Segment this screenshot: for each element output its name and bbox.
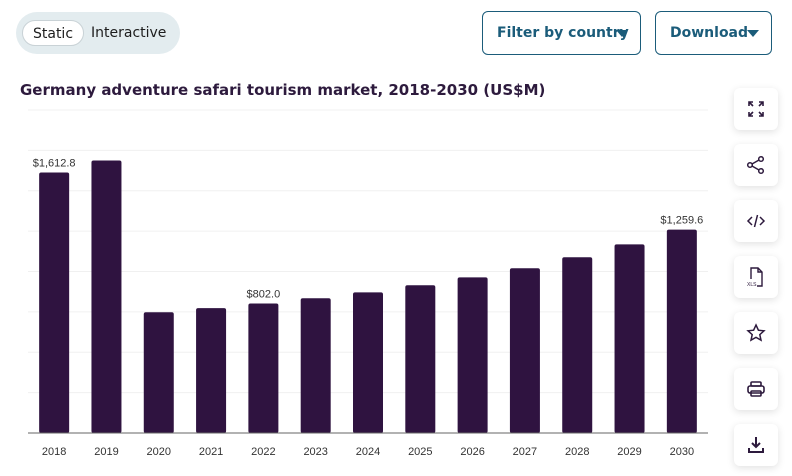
x-tick-label: 2019 (94, 446, 118, 458)
bar-chart: 2018 $1,612.8 2019 2020 2021 2022 $802.0 2023 20… (28, 109, 708, 458)
bar-2022 (248, 303, 279, 433)
download-image-button[interactable] (734, 424, 778, 466)
xls-export-button[interactable]: XLS (734, 256, 778, 298)
share-icon (746, 155, 765, 175)
filter-by-country-button[interactable]: Filter by country (482, 11, 641, 55)
filter-label: Filter by country (497, 25, 629, 41)
data-label: $1,259.6 (660, 215, 703, 227)
caret-down-icon (747, 30, 759, 37)
print-button[interactable] (734, 368, 778, 410)
svg-text:XLS: XLS (747, 282, 757, 288)
expand-icon (748, 101, 764, 117)
x-tick-label: 2023 (303, 446, 327, 458)
bar-2021 (196, 308, 227, 433)
x-tick-label: 2027 (513, 446, 537, 458)
x-tick-label: 2018 (42, 446, 66, 458)
favorite-button[interactable] (734, 312, 778, 354)
embed-button[interactable] (734, 200, 778, 242)
x-tick-label: 2021 (199, 446, 223, 458)
bar-2029 (614, 244, 645, 433)
bar-2024 (353, 292, 383, 433)
chart-title: Germany adventure safari tourism market,… (20, 81, 546, 99)
bar-2028 (562, 257, 593, 433)
star-icon (746, 323, 766, 342)
x-tick-label: 2025 (408, 446, 432, 458)
x-tick-label: 2020 (147, 446, 171, 458)
bar-2020 (143, 312, 174, 433)
x-tick-label: 2030 (670, 446, 694, 458)
share-button[interactable] (734, 144, 778, 186)
x-tick-label: 2022 (251, 446, 275, 458)
xls-file-icon: XLS (747, 267, 763, 288)
interactive-toggle[interactable]: Interactive (91, 25, 167, 41)
bar-2025 (405, 285, 436, 433)
static-toggle[interactable]: Static (22, 20, 84, 46)
bar-2030 (666, 229, 697, 433)
download-label: Download (670, 25, 749, 41)
bar-2023 (300, 298, 331, 433)
embed-code-icon (746, 214, 766, 228)
data-label: $1,612.8 (33, 158, 76, 170)
expand-button[interactable] (734, 88, 778, 130)
view-toggle: Static Interactive (16, 12, 180, 54)
x-tick-label: 2024 (356, 446, 380, 458)
bar-2026 (457, 277, 488, 433)
bar-2019 (91, 160, 122, 433)
x-tick-label: 2026 (460, 446, 484, 458)
x-tick-label: 2028 (565, 446, 589, 458)
data-label: $802.0 (247, 288, 281, 300)
download-icon (748, 437, 764, 453)
download-button[interactable]: Download (655, 11, 772, 55)
bar-2027 (509, 268, 540, 433)
x-tick-label: 2029 (617, 446, 641, 458)
caret-down-icon (616, 30, 628, 37)
bar-2018 (39, 172, 70, 433)
print-icon (747, 381, 765, 397)
